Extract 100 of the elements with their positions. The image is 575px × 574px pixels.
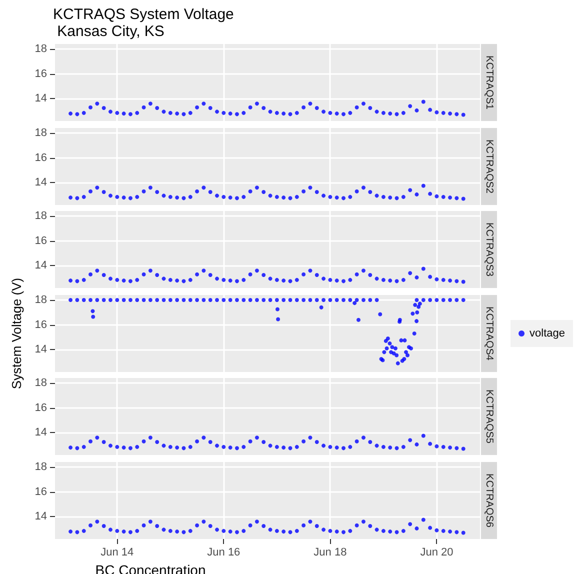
point: [262, 106, 266, 110]
point: [308, 519, 312, 524]
point: [135, 528, 140, 532]
point: [401, 444, 406, 449]
point: [248, 439, 252, 444]
point: [128, 196, 132, 200]
point: [408, 188, 412, 192]
point: [288, 530, 292, 534]
point: [401, 194, 406, 198]
point: [108, 276, 112, 281]
point: [188, 194, 192, 198]
point: [454, 196, 459, 200]
point: [95, 268, 100, 273]
y-tick-label: 18: [34, 42, 47, 55]
point: [302, 522, 306, 527]
point: [342, 446, 346, 450]
point: [308, 185, 312, 190]
point: [388, 278, 392, 283]
point: [348, 444, 352, 449]
point: [102, 106, 106, 110]
x-tick-label: Jun 20: [420, 546, 454, 558]
point: [434, 110, 439, 114]
point: [148, 185, 152, 190]
point: [461, 112, 466, 117]
point: [348, 528, 352, 532]
point: [421, 434, 426, 438]
point: [108, 110, 112, 114]
point: [394, 196, 399, 200]
point: [122, 278, 126, 283]
point: [381, 528, 386, 532]
point: [448, 195, 452, 200]
point: [381, 110, 386, 115]
point: [234, 279, 239, 284]
point: [175, 529, 180, 534]
point: [274, 194, 279, 198]
point: [202, 519, 206, 524]
point: [414, 192, 419, 196]
point: [461, 280, 466, 284]
point: [294, 444, 299, 449]
point: [328, 528, 332, 532]
point: [228, 529, 232, 534]
point: [348, 278, 352, 282]
point: [95, 185, 100, 190]
point: [328, 110, 332, 115]
point: [441, 278, 446, 282]
point: [361, 268, 366, 273]
point: [88, 439, 93, 444]
point: [135, 278, 140, 282]
point: [254, 268, 259, 273]
point: [195, 188, 200, 193]
point: [108, 444, 112, 448]
point: [434, 444, 439, 448]
point: [242, 444, 246, 449]
point: [108, 193, 112, 198]
point: [168, 444, 172, 449]
point: [288, 196, 292, 200]
point: [428, 191, 432, 196]
point: [401, 278, 406, 282]
y-tick-label: 14: [34, 426, 47, 439]
point: [401, 528, 406, 532]
point: [202, 436, 206, 440]
point: [75, 446, 80, 450]
point: [68, 529, 73, 534]
point: [408, 522, 412, 526]
point: [368, 440, 372, 444]
point: [308, 268, 312, 273]
point: [142, 272, 146, 276]
point: [342, 530, 346, 534]
point: [95, 102, 100, 106]
point: [228, 278, 232, 283]
point: [354, 439, 359, 444]
point: [155, 272, 160, 277]
point: [368, 106, 372, 110]
point: [162, 276, 166, 281]
point: [162, 193, 166, 198]
point: [168, 528, 172, 532]
point: [135, 194, 140, 198]
y-tick-label: 16: [34, 485, 47, 498]
point: [354, 105, 359, 110]
point: [461, 530, 466, 534]
point: [175, 112, 180, 116]
point: [282, 529, 286, 534]
point: [381, 278, 386, 282]
point: [215, 110, 220, 114]
point: [75, 530, 80, 534]
point: [168, 110, 172, 115]
point: [254, 185, 259, 190]
point: [202, 185, 206, 190]
point: [188, 444, 192, 449]
point: [88, 522, 93, 527]
point: [421, 183, 426, 188]
point: [254, 102, 259, 106]
point: [274, 278, 279, 282]
point: [374, 527, 379, 532]
point: [394, 112, 399, 116]
point: [334, 112, 339, 116]
point: [215, 527, 220, 532]
point: [195, 105, 200, 110]
point: [222, 110, 226, 115]
x-tick-label: Jun 16: [207, 546, 240, 558]
